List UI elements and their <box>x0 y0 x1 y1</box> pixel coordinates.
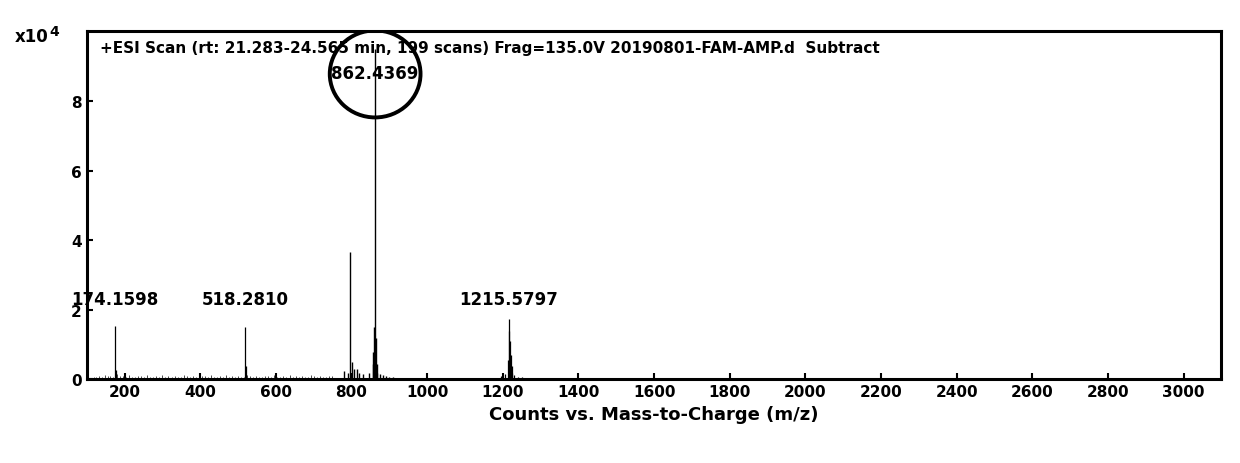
Text: 1215.5797: 1215.5797 <box>459 290 558 308</box>
Text: 174.1598: 174.1598 <box>71 290 159 308</box>
Text: x10: x10 <box>15 28 48 46</box>
Text: 518.2810: 518.2810 <box>201 290 289 308</box>
Text: 4: 4 <box>50 25 60 39</box>
Text: 862.4369: 862.4369 <box>331 65 419 83</box>
X-axis label: Counts vs. Mass-to-Charge (m/z): Counts vs. Mass-to-Charge (m/z) <box>490 405 818 423</box>
Text: +ESI Scan (rt: 21.283-24.565 min, 199 scans) Frag=135.0V 20190801-FAM-AMP.d  Sub: +ESI Scan (rt: 21.283-24.565 min, 199 sc… <box>100 41 880 56</box>
